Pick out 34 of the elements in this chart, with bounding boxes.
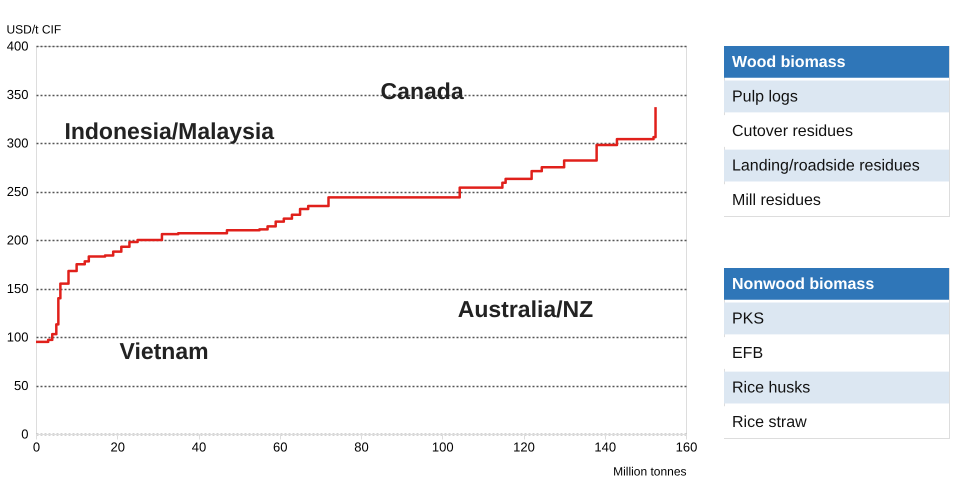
x-tick-label: 80 xyxy=(354,440,369,454)
text: Pulp logs xyxy=(732,88,798,106)
annotation: Indonesia/Malaysia xyxy=(64,118,274,144)
y-tick-label: 200 xyxy=(6,232,28,248)
y-tick-label: 0 xyxy=(21,426,28,442)
x-tick-label: 120 xyxy=(513,440,535,454)
x-tick-label: 60 xyxy=(273,440,288,454)
x-tick-label: 140 xyxy=(594,440,616,454)
y-tick-label: 150 xyxy=(6,281,28,296)
text: Wood biomass xyxy=(732,54,846,71)
x-axis-title: Million tonnes xyxy=(613,464,686,478)
text: PKS xyxy=(732,310,764,328)
x-tick-label: 100 xyxy=(432,440,454,454)
y-tick-label: 350 xyxy=(6,87,28,102)
text: Landing/roadside residues xyxy=(732,158,920,175)
x-tick-label: 20 xyxy=(110,440,125,454)
x-tick-label: 160 xyxy=(676,440,698,454)
y-tick-label: 250 xyxy=(6,184,28,199)
x-tick-label: 40 xyxy=(192,440,206,454)
annotation: Vietnam xyxy=(120,338,209,364)
annotation: Canada xyxy=(380,78,464,104)
text: Rice straw xyxy=(732,414,808,432)
y-tick-label: 100 xyxy=(6,330,28,344)
y-tick-label: 300 xyxy=(6,136,28,150)
text: Rice husks xyxy=(732,380,810,397)
y-tick-label: 400 xyxy=(6,38,28,54)
text: Cutover residues xyxy=(732,123,853,140)
annotation: Australia/NZ xyxy=(458,296,594,322)
y-tick-label: 50 xyxy=(14,378,28,393)
y-axis-title: USD/t CIF xyxy=(6,22,62,36)
text: Mill residues xyxy=(732,192,821,210)
text: Nonwood biomass xyxy=(732,276,874,293)
x-tick-label: 0 xyxy=(32,440,40,454)
text: EFB xyxy=(732,345,764,362)
